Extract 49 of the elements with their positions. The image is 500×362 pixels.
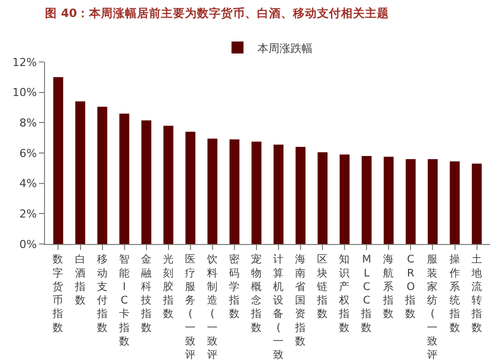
bar: [119, 114, 130, 244]
x-tick-label: 操作系统指数: [448, 254, 460, 334]
bar: [362, 156, 372, 244]
bar: [252, 142, 262, 244]
x-tick-label: 光刻胶指数: [162, 252, 174, 320]
bar: [428, 159, 438, 244]
y-tick-label: 6%: [19, 146, 37, 160]
bar: [75, 101, 86, 244]
bar: [230, 139, 240, 244]
x-tick-label: 海航系指数: [382, 254, 394, 320]
bar: [274, 144, 284, 244]
x-tick-label: 服装家纺(一致评: [427, 254, 438, 362]
x-tick-label: 白酒指数: [74, 254, 86, 307]
bar: [450, 161, 460, 244]
x-tick-label: 数字货币指数: [52, 254, 64, 334]
x-tick-label: 知识产权指数: [338, 254, 350, 334]
bar: [97, 106, 108, 244]
y-tick-label: 0%: [19, 238, 37, 251]
bar: [384, 156, 394, 244]
x-tick-label: 海南省国资指数: [294, 254, 306, 348]
chart-title: 图 40：本周涨幅居前主要为数字货币、白酒、移动支付相关主题: [45, 6, 390, 20]
bar: [53, 77, 64, 244]
x-tick-label: MLCC指数: [360, 254, 372, 334]
y-tick-label: 8%: [19, 116, 37, 130]
x-tick-label: 智能IC卡指数: [118, 254, 130, 348]
bar: [340, 154, 350, 244]
x-tick-label: 宠物概念指数: [250, 252, 262, 334]
x-tick-label: 医疗服务(一致评: [184, 254, 196, 362]
y-tick-label: 4%: [19, 177, 37, 190]
x-tick-label: 金融科技指数: [140, 254, 152, 334]
x-tick-label: 移动支付指数: [96, 254, 108, 334]
legend-label: 本周涨跌幅: [258, 42, 312, 55]
bar: [318, 152, 328, 244]
bar: [185, 132, 196, 244]
bar: [406, 159, 416, 244]
x-tick-label: CRO指数: [404, 254, 416, 320]
x-tick-label: 密码学指数: [228, 252, 240, 320]
x-tick-label: 区块链指数: [316, 254, 328, 320]
y-tick-label: 2%: [19, 208, 37, 221]
bar: [207, 138, 218, 244]
bar: [472, 164, 482, 244]
y-tick-label: 12%: [12, 56, 37, 69]
bar: [141, 120, 152, 244]
x-tick-label: 土地流转指数: [470, 252, 482, 334]
bar: [296, 146, 306, 244]
bar: [163, 126, 174, 244]
y-tick-label: 10%: [12, 86, 37, 100]
x-tick-label: 计算机设备(一致: [273, 252, 284, 362]
x-tick-label: 饮料制造(一致评: [206, 254, 218, 362]
